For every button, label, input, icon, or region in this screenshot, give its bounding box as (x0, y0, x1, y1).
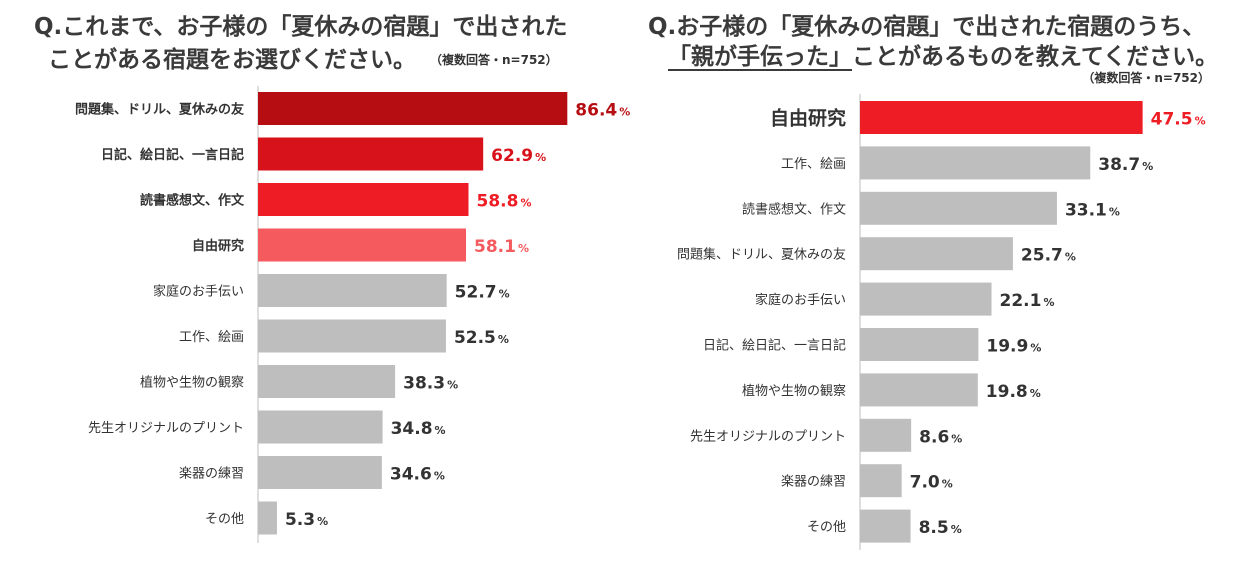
left-category-label: その他 (205, 512, 244, 527)
left-bar (258, 501, 277, 535)
left-value-label: 38.3% (403, 374, 458, 394)
left-category-label: 自由研究 (192, 238, 244, 254)
right-bar (860, 237, 1013, 271)
right-value-label: 19.9% (986, 337, 1041, 357)
right-category-label: 読書感想文、作文 (742, 201, 846, 217)
right-question-line1: Q.お子様の「夏休みの宿題」で出された宿題のうち、 (648, 13, 1205, 40)
right-bar (860, 509, 911, 543)
right-category-label: 工作、絵画 (781, 157, 846, 172)
left-value-label: 58.1% (474, 237, 529, 257)
right-category-label: 家庭のお手伝い (755, 292, 846, 308)
left-bar (258, 183, 469, 216)
left-sample-note: （複数回答・n=752） (430, 52, 558, 67)
right-bar (860, 373, 978, 407)
left-value-label: 62.9% (491, 146, 546, 166)
left-bar (258, 410, 383, 444)
right-value-label: 38.7% (1098, 155, 1153, 175)
right-sample-note: （複数回答・n=752） (1082, 70, 1210, 85)
left-value-label: 52.7% (455, 283, 510, 303)
right-question-underlined: 「親が手伝った」 (668, 43, 852, 70)
right-value-label: 19.8% (986, 382, 1041, 402)
left-bar (258, 274, 447, 307)
left-bar (258, 228, 466, 262)
left-category-label: 問題集、ドリル、夏休みの友 (75, 102, 244, 118)
left-question-line1: Q.これまで、お子様の「夏休みの宿題」で出された (34, 13, 567, 40)
left-value-label: 52.5% (454, 328, 509, 348)
right-bar (860, 328, 979, 361)
left-category-label: 工作、絵画 (179, 330, 244, 345)
right-bar (860, 418, 912, 452)
right-value-label: 33.1% (1065, 200, 1120, 220)
left-category-label: 植物や生物の観察 (140, 376, 244, 391)
right-bar (860, 101, 1143, 134)
right-category-label: 楽器の練習 (781, 474, 846, 490)
right-value-label: 22.1% (999, 291, 1054, 311)
right-category-label: 日記、絵日記、一言日記 (703, 338, 846, 354)
left-category-label: 読書感想文、作文 (140, 193, 245, 209)
left-value-label: 86.4% (575, 101, 630, 121)
left-bar (258, 365, 396, 398)
right-category-label: その他 (807, 520, 846, 535)
right-value-label: 8.6% (919, 427, 962, 447)
right-chart: Q.お子様の「夏休みの宿題」で出された宿題のうち、「親が手伝った」 ことがあるもの… (648, 13, 1218, 550)
left-question-line2: ことがある宿題をお選びください。 (48, 46, 416, 73)
left-category-label: 日記、絵日記、一言日記 (101, 147, 244, 163)
right-bar (860, 282, 992, 316)
right-category-label: 植物や生物の観察 (742, 384, 846, 399)
left-value-label: 5.3% (285, 510, 328, 530)
left-category-label: 先生オリジナルのプリント (88, 421, 244, 436)
right-category-label: 問題集、ドリル、夏休みの友 (677, 247, 846, 263)
right-value-label: 47.5% (1151, 110, 1206, 130)
right-value-label: 8.5% (919, 518, 962, 538)
right-value-label: 7.0% (910, 473, 953, 493)
right-category-label: 先生オリジナルのプリント (690, 429, 846, 444)
right-bar (860, 191, 1057, 225)
left-value-label: 34.8% (391, 419, 446, 439)
left-bar (258, 137, 484, 171)
right-bar (860, 146, 1091, 180)
left-value-label: 58.8% (477, 192, 532, 212)
right-bar (860, 464, 902, 498)
left-bar (258, 319, 446, 353)
left-value-label: 34.6% (390, 465, 445, 485)
right-value-label: 25.7% (1021, 246, 1076, 266)
right-question-line2: ことがあるものを教えてください。 (852, 43, 1218, 70)
left-bar (258, 92, 568, 125)
right-category-label: 自由研究 (770, 107, 846, 130)
left-chart: Q.これまで、お子様の「夏休みの宿題」で出されたことがある宿題をお選びください。… (34, 13, 630, 543)
left-category-label: 楽器の練習 (179, 466, 244, 482)
left-category-label: 家庭のお手伝い (153, 284, 244, 300)
left-bar (258, 456, 382, 489)
